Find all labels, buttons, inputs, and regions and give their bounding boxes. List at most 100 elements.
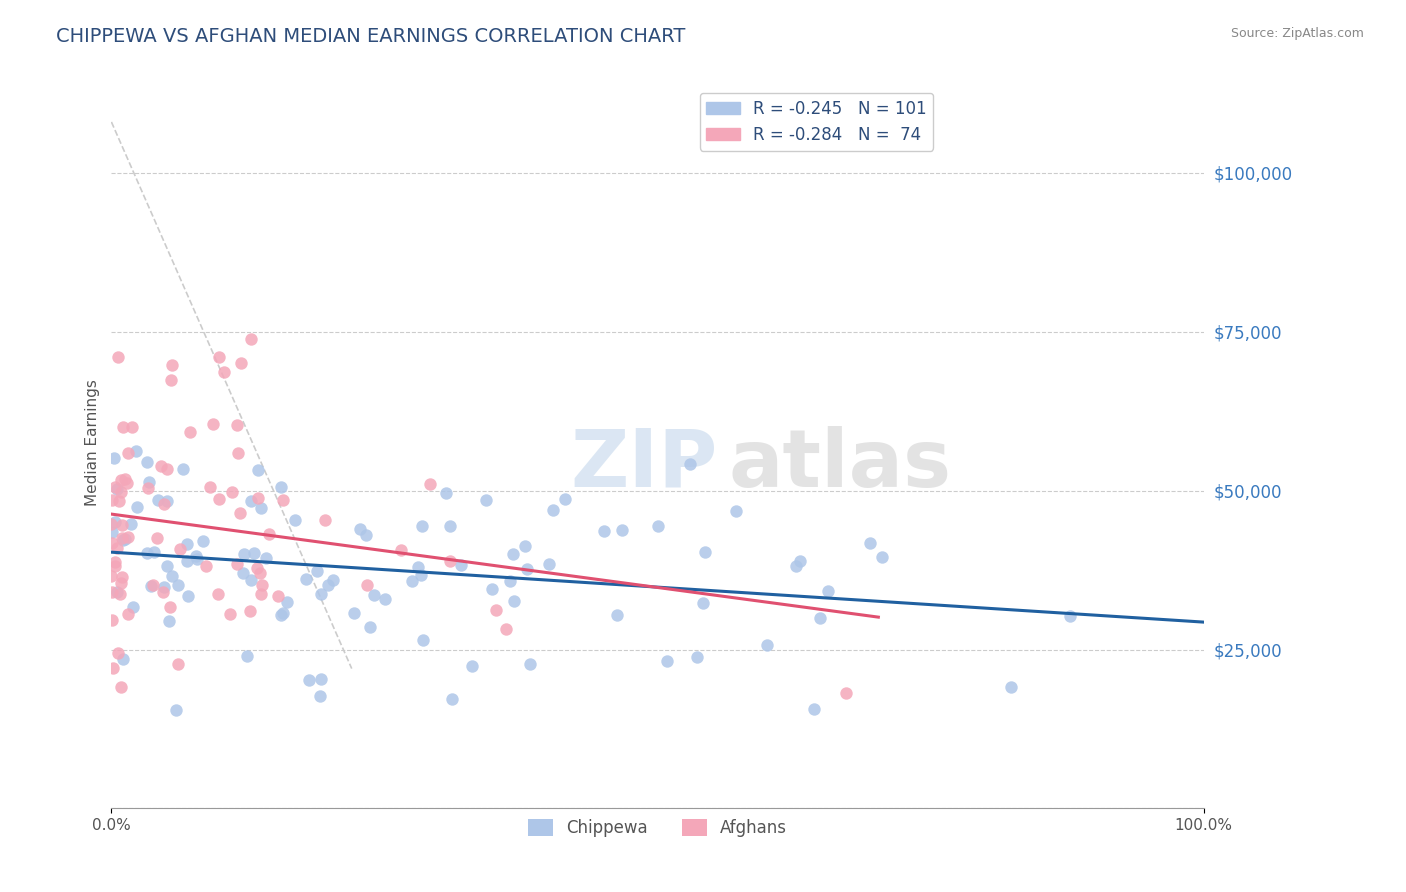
Point xyxy=(120,516,142,531)
Legend: Chippewa, Afghans: Chippewa, Afghans xyxy=(522,813,793,844)
Point xyxy=(419,476,441,491)
Point xyxy=(152,497,174,511)
Point xyxy=(219,607,242,621)
Point xyxy=(314,513,336,527)
Point xyxy=(515,539,537,553)
Point xyxy=(411,519,433,533)
Point xyxy=(115,475,138,490)
Point xyxy=(354,527,377,541)
Point xyxy=(104,480,127,494)
Point xyxy=(103,450,125,465)
Point xyxy=(789,554,811,568)
Point xyxy=(149,459,172,474)
Point xyxy=(104,515,127,529)
Point xyxy=(212,365,235,379)
Point xyxy=(270,480,292,494)
Point xyxy=(475,492,498,507)
Point xyxy=(322,573,344,587)
Point xyxy=(679,457,702,471)
Point xyxy=(284,513,307,527)
Point xyxy=(309,672,332,686)
Point xyxy=(239,332,262,346)
Point xyxy=(135,455,157,469)
Point xyxy=(105,541,128,555)
Point xyxy=(160,358,183,372)
Point xyxy=(105,585,128,599)
Point xyxy=(193,533,215,548)
Point xyxy=(155,462,177,476)
Point xyxy=(803,702,825,716)
Point xyxy=(111,420,134,434)
Point xyxy=(146,531,169,545)
Point xyxy=(359,620,381,634)
Point xyxy=(516,562,538,576)
Point xyxy=(756,638,779,652)
Point xyxy=(114,472,136,486)
Point xyxy=(179,425,201,440)
Point xyxy=(221,485,243,500)
Point xyxy=(103,559,125,574)
Point xyxy=(316,577,339,591)
Point xyxy=(647,519,669,533)
Point xyxy=(208,350,231,364)
Text: ZIP: ZIP xyxy=(571,425,717,504)
Point xyxy=(229,356,252,370)
Point xyxy=(101,584,124,599)
Point xyxy=(461,659,484,673)
Point xyxy=(162,569,184,583)
Point xyxy=(200,480,222,494)
Point xyxy=(108,494,131,508)
Point xyxy=(267,589,290,603)
Point xyxy=(808,611,831,625)
Point xyxy=(610,523,633,537)
Point xyxy=(356,578,378,592)
Point xyxy=(157,614,180,628)
Point xyxy=(271,606,294,620)
Point xyxy=(239,604,262,618)
Point xyxy=(125,444,148,458)
Point xyxy=(309,689,332,703)
Point xyxy=(152,585,174,599)
Point xyxy=(441,692,464,706)
Point xyxy=(298,673,321,687)
Point xyxy=(538,557,561,571)
Point xyxy=(186,552,208,566)
Point xyxy=(834,685,856,699)
Y-axis label: Median Earnings: Median Earnings xyxy=(86,379,100,507)
Point xyxy=(136,546,159,560)
Point xyxy=(343,607,366,621)
Point xyxy=(541,502,564,516)
Point xyxy=(859,536,882,550)
Point xyxy=(110,485,132,500)
Point xyxy=(240,493,263,508)
Text: CHIPPEWA VS AFGHAN MEDIAN EARNINGS CORRELATION CHART: CHIPPEWA VS AFGHAN MEDIAN EARNINGS CORRE… xyxy=(56,27,686,45)
Point xyxy=(104,555,127,569)
Point xyxy=(232,566,254,581)
Point xyxy=(495,622,517,636)
Point xyxy=(254,551,277,566)
Point xyxy=(110,680,132,694)
Point xyxy=(138,475,160,489)
Point xyxy=(153,580,176,594)
Point xyxy=(225,558,247,572)
Point xyxy=(176,554,198,568)
Point xyxy=(110,570,132,584)
Point xyxy=(117,446,139,460)
Point xyxy=(270,607,292,622)
Point xyxy=(172,462,194,476)
Point xyxy=(246,561,269,575)
Point xyxy=(146,493,169,508)
Point xyxy=(686,649,709,664)
Point xyxy=(176,537,198,551)
Point xyxy=(246,491,269,506)
Point xyxy=(250,578,273,592)
Point xyxy=(1000,680,1022,694)
Point xyxy=(111,517,134,532)
Point xyxy=(100,569,122,583)
Point xyxy=(593,524,616,538)
Point xyxy=(246,463,269,477)
Point xyxy=(439,519,461,533)
Point xyxy=(207,587,229,601)
Point xyxy=(166,657,188,672)
Point xyxy=(236,649,259,664)
